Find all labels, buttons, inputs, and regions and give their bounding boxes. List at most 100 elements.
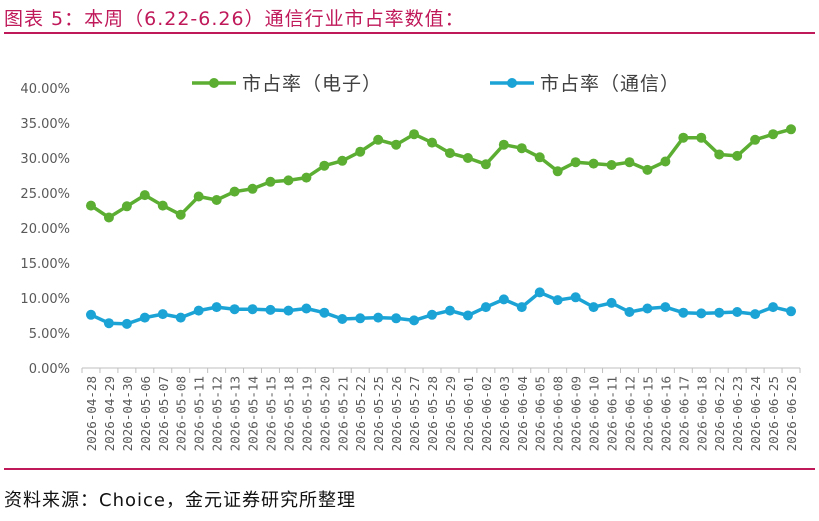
data-point <box>480 159 491 170</box>
data-point <box>678 132 689 143</box>
x-tick-label: 2026-04-28 <box>84 376 99 451</box>
x-tick-label: 2026-05-20 <box>317 376 332 451</box>
data-point <box>355 313 366 324</box>
data-point <box>534 287 545 298</box>
data-point <box>193 191 204 202</box>
data-point <box>516 143 527 154</box>
data-point <box>139 190 150 201</box>
data-point <box>391 313 402 324</box>
x-tick-label: 2026-05-26 <box>389 376 404 451</box>
x-tick-label: 2026-06-18 <box>694 376 709 451</box>
data-point <box>247 183 258 194</box>
x-tick-label: 2026-05-18 <box>281 376 296 451</box>
figure-title: 图表 5：本周（6.22-6.26）通信行业市占率数值： <box>4 8 465 30</box>
data-point <box>211 195 222 205</box>
data-point <box>696 132 707 143</box>
x-tick-label: 2026-05-25 <box>371 376 386 451</box>
data-point <box>211 302 222 313</box>
data-point <box>588 302 599 313</box>
data-point <box>624 157 635 168</box>
x-tick-label: 2026-06-24 <box>748 376 763 451</box>
x-tick-label: 2026-06-22 <box>712 376 727 451</box>
x-axis: 2026-04-28 2026-04-29 2026-04-30 2026-05-06… <box>81 367 801 451</box>
data-point <box>714 307 725 318</box>
y-tick-label: 40.00% <box>20 82 70 97</box>
data-point <box>498 294 509 305</box>
x-tick-label: 2026-05-27 <box>407 376 422 451</box>
legend-swatch-marker <box>209 78 219 88</box>
data-point <box>714 149 725 160</box>
data-point <box>373 134 384 145</box>
data-point <box>588 158 599 169</box>
data-point <box>283 305 294 316</box>
x-tick-label: 2026-06-15 <box>640 376 655 451</box>
data-point <box>175 312 186 323</box>
data-point <box>660 302 671 313</box>
y-tick-label: 0.00% <box>29 362 70 377</box>
x-tick-label: 2026-06-17 <box>676 376 691 451</box>
data-point <box>570 157 581 168</box>
line-chart: 0.00% 5.00% 10.00% 15.00% 20.00% 25.00% 30.00%… <box>20 73 801 451</box>
data-point <box>355 146 366 157</box>
series-layer <box>85 124 797 329</box>
data-point <box>732 307 743 317</box>
x-tick-label: 2026-05-22 <box>353 376 368 451</box>
data-point <box>337 314 348 324</box>
data-point <box>552 295 563 306</box>
y-tick-label: 10.00% <box>20 292 70 307</box>
x-tick-label: 2026-06-09 <box>569 376 584 451</box>
data-point <box>391 139 402 150</box>
x-tick-label: 2026-06-05 <box>533 376 548 451</box>
data-point <box>552 166 563 177</box>
y-tick-label: 15.00% <box>20 257 70 272</box>
x-tick-label: 2026-05-13 <box>228 376 243 451</box>
x-tick-label: 2026-06-10 <box>587 376 602 451</box>
legend-label: 市占率（电子） <box>242 73 382 95</box>
data-point <box>139 312 150 323</box>
data-point <box>157 309 168 320</box>
data-point <box>750 134 761 145</box>
data-point <box>606 297 617 308</box>
legend-swatch-marker <box>507 78 517 88</box>
x-tick-label: 2026-06-11 <box>605 376 620 451</box>
data-point <box>427 309 438 320</box>
data-point <box>247 304 258 315</box>
data-point <box>660 156 671 167</box>
x-tick-label: 2026-05-07 <box>156 376 171 451</box>
x-tick-label: 2026-06-04 <box>515 376 530 451</box>
y-axis: 0.00% 5.00% 10.00% 15.00% 20.00% 25.00% 30.00%… <box>20 82 70 377</box>
x-tick-label: 2026-05-15 <box>263 376 278 451</box>
data-point <box>427 137 438 148</box>
y-tick-label: 20.00% <box>20 222 70 237</box>
x-tick-label: 2026-06-02 <box>479 376 494 451</box>
x-tick-label: 2026-05-28 <box>425 376 440 451</box>
data-point <box>85 200 96 211</box>
x-tick-label: 2026-06-25 <box>766 376 781 451</box>
data-point <box>768 302 779 313</box>
data-point <box>301 172 312 183</box>
y-tick-label: 25.00% <box>20 187 70 202</box>
x-tick-label: 2026-05-21 <box>335 376 350 451</box>
data-point <box>301 303 312 314</box>
data-point <box>642 164 653 175</box>
data-point <box>337 155 348 166</box>
x-tick-label: 2026-06-26 <box>784 376 799 451</box>
y-tick-label: 5.00% <box>29 327 70 342</box>
data-point <box>121 318 132 329</box>
x-tick-label: 2026-05-12 <box>210 376 225 451</box>
top-rule <box>4 32 815 34</box>
x-tick-label: 2026-05-06 <box>138 376 153 451</box>
data-point <box>444 148 455 159</box>
data-point <box>786 124 797 135</box>
data-point <box>462 310 473 321</box>
data-point <box>786 306 797 317</box>
x-tick-label: 2026-05-11 <box>192 376 207 451</box>
legend-label: 市占率（通信） <box>540 73 680 95</box>
x-tick-label: 2026-05-08 <box>174 376 189 451</box>
data-point <box>319 160 330 171</box>
x-tick-label: 2026-05-14 <box>246 376 261 451</box>
data-point <box>373 312 384 323</box>
data-point <box>570 292 581 303</box>
data-point <box>642 303 653 314</box>
data-point <box>103 212 114 223</box>
